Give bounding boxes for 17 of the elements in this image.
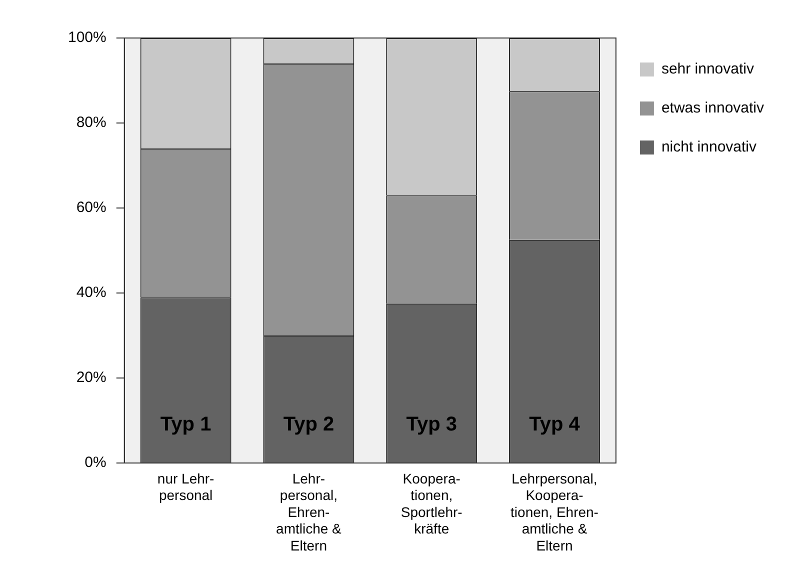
y-tick-label: 80% <box>76 114 106 132</box>
x-tick-label: nur Lehr- personal <box>157 470 215 504</box>
legend-label: sehr innovativ <box>661 60 754 78</box>
legend-label: nicht innovativ <box>661 138 757 156</box>
annotation: Typ 2 <box>283 413 334 436</box>
annotation: Typ 1 <box>160 413 212 436</box>
legend-label: etwas innovativ <box>661 100 764 117</box>
y-tick-label: 0% <box>84 454 106 472</box>
x-tick-label: Lehr- personal, Ehren- amtliche & Eltern <box>276 470 342 554</box>
y-tick-label: 60% <box>76 199 106 216</box>
y-tick-label: 20% <box>76 369 106 386</box>
x-tick-label: Lehrpersonal, Koopera- tionen, Ehren- amtliche & Eltern <box>510 470 599 554</box>
annotation: Typ 4 <box>529 413 581 436</box>
y-tick-label: 100% <box>68 29 106 46</box>
x-tick-label: Koopera- tionen, Sportlehr- kräfte <box>400 470 463 537</box>
y-tick-label: 40% <box>76 284 106 302</box>
annotation: Typ 3 <box>406 413 457 436</box>
